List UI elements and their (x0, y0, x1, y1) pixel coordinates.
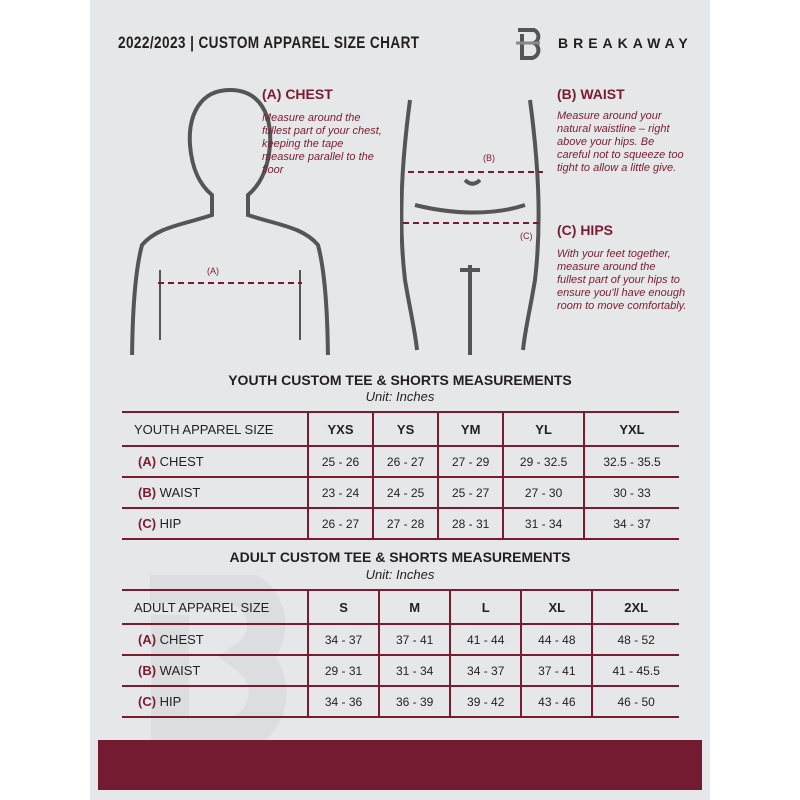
measurement-label: (A) CHEST (122, 446, 308, 478)
adult-unit: Unit: Inches (365, 567, 435, 582)
table-cell: 34 - 37 (583, 508, 679, 540)
measurement-label: (A) CHEST (122, 624, 308, 656)
brand-name: BREAKAWAY (558, 35, 693, 51)
measurement-letter: (C) (138, 694, 157, 709)
measurement-name: WAIST (159, 485, 201, 500)
table-cell: 28 - 31 (437, 508, 504, 540)
waist-marker: (B) (483, 153, 495, 163)
measurement-letter: (A) (138, 632, 157, 647)
size-column-header: YXL (583, 411, 679, 447)
table-cell: 34 - 36 (306, 686, 380, 718)
table-cell: 41 - 45.5 (591, 655, 679, 687)
chest-instructions: Measure around the fullest part of your … (262, 112, 382, 176)
table-cell: 43 - 46 (520, 686, 593, 718)
table-row: (B) WAIST 23 - 24 24 - 25 25 - 27 27 - 30 30 … (122, 477, 679, 509)
chest-marker: (A) (207, 266, 219, 276)
table-cell: 29 - 31 (306, 655, 380, 687)
page-title: 2022/2023 | CUSTOM APPAREL SIZE CHART (118, 33, 420, 52)
measurement-name: HIP (159, 516, 182, 531)
waist-instructions: Measure around your natural waistline – … (557, 110, 684, 174)
table-cell: 29 - 32.5 (502, 446, 584, 478)
table-row: (A) CHEST 34 - 37 37 - 41 41 - 44 44 - 48 48 … (122, 624, 679, 656)
table-cell: 31 - 34 (502, 508, 584, 540)
breakaway-logo-icon (516, 28, 541, 60)
measurement-name: CHEST (159, 632, 204, 647)
table-header-row: YOUTH APPAREL SIZE YXS YS YM YL YXL (122, 411, 679, 447)
table-cell: 27 - 28 (372, 508, 439, 540)
table-cell: 31 - 34 (378, 655, 451, 687)
table-cell: 24 - 25 (372, 477, 439, 509)
waist-hips-figure (400, 99, 543, 355)
adult-size-table: ADULT APPAREL SIZE S M L XL 2XL (A) CHEST 34 - … (122, 589, 679, 718)
size-column-header: YS (372, 411, 439, 447)
table-cell: 48 - 52 (591, 624, 679, 656)
size-column-header: L (449, 589, 522, 625)
table-cell: 27 - 29 (437, 446, 504, 478)
size-column-header: 2XL (591, 589, 679, 625)
table-row: (C) HIP 26 - 27 27 - 28 28 - 31 31 - 34 34 - … (122, 508, 679, 540)
table-cell: 23 - 24 (306, 477, 374, 509)
table-row: (A) CHEST 25 - 26 26 - 27 27 - 29 29 - 32.5 3… (122, 446, 679, 478)
table-cell: 46 - 50 (591, 686, 679, 718)
size-label: YOUTH APPAREL SIZE (122, 411, 308, 447)
table-cell: 37 - 41 (520, 655, 593, 687)
size-column-header: XL (520, 589, 593, 625)
youth-table-title: YOUTH CUSTOM TEE & SHORTS MEASUREMENTS (228, 372, 572, 388)
measurement-label: (B) WAIST (122, 477, 308, 509)
measurement-name: WAIST (159, 663, 201, 678)
youth-unit: Unit: Inches (365, 389, 435, 404)
adult-table-title: ADULT CUSTOM TEE & SHORTS MEASUREMENTS (229, 549, 571, 565)
table-row: (C) HIP 34 - 36 36 - 39 39 - 42 43 - 46 46 - … (122, 686, 679, 718)
hips-marker: (C) (520, 231, 533, 241)
table-cell: 30 - 33 (583, 477, 679, 509)
table-cell: 37 - 41 (378, 624, 451, 656)
size-label: ADULT APPAREL SIZE (122, 589, 308, 625)
table-cell: 41 - 44 (449, 624, 522, 656)
table-cell: 36 - 39 (378, 686, 451, 718)
measurement-name: CHEST (159, 454, 204, 469)
hips-instructions: With your feet together, measure around … (557, 248, 687, 312)
table-cell: 44 - 48 (520, 624, 593, 656)
size-column-header: M (378, 589, 451, 625)
chest-figure (130, 88, 330, 355)
youth-size-table: YOUTH APPAREL SIZE YXS YS YM YL YXL (A) CHEST 2… (122, 411, 679, 540)
size-column-header: YXS (306, 411, 374, 447)
measurement-name: HIP (159, 694, 182, 709)
table-cell: 34 - 37 (449, 655, 522, 687)
size-chart-page: 2022/2023 | CUSTOM APPAREL SIZE CHART BR… (90, 0, 710, 800)
table-cell: 39 - 42 (449, 686, 522, 718)
measurement-letter: (B) (138, 485, 157, 500)
measurement-label: (C) HIP (122, 686, 308, 718)
table-cell: 25 - 26 (306, 446, 374, 478)
table-header-row: ADULT APPAREL SIZE S M L XL 2XL (122, 589, 679, 625)
measurement-letter: (C) (138, 516, 157, 531)
measurement-label: (C) HIP (122, 508, 308, 540)
table-cell: 32.5 - 35.5 (583, 446, 679, 478)
measurement-label: (B) WAIST (122, 655, 308, 687)
table-cell: 27 - 30 (502, 477, 584, 509)
waist-heading: (B) WAIST (557, 86, 625, 102)
table-cell: 26 - 27 (372, 446, 439, 478)
chest-heading: (A) CHEST (262, 86, 333, 102)
footer-bar (98, 740, 702, 790)
size-column-header: S (306, 589, 380, 625)
table-cell: 26 - 27 (306, 508, 374, 540)
hips-heading: (C) HIPS (557, 222, 613, 238)
table-cell: 25 - 27 (437, 477, 504, 509)
size-column-header: YM (437, 411, 504, 447)
table-cell: 34 - 37 (306, 624, 380, 656)
table-row: (B) WAIST 29 - 31 31 - 34 34 - 37 37 - 41 41 … (122, 655, 679, 687)
measurement-letter: (A) (138, 454, 157, 469)
size-column-header: YL (502, 411, 584, 447)
measurement-letter: (B) (138, 663, 157, 678)
